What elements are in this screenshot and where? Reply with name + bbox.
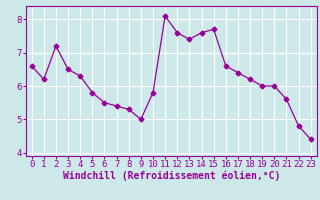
X-axis label: Windchill (Refroidissement éolien,°C): Windchill (Refroidissement éolien,°C) (62, 171, 280, 181)
